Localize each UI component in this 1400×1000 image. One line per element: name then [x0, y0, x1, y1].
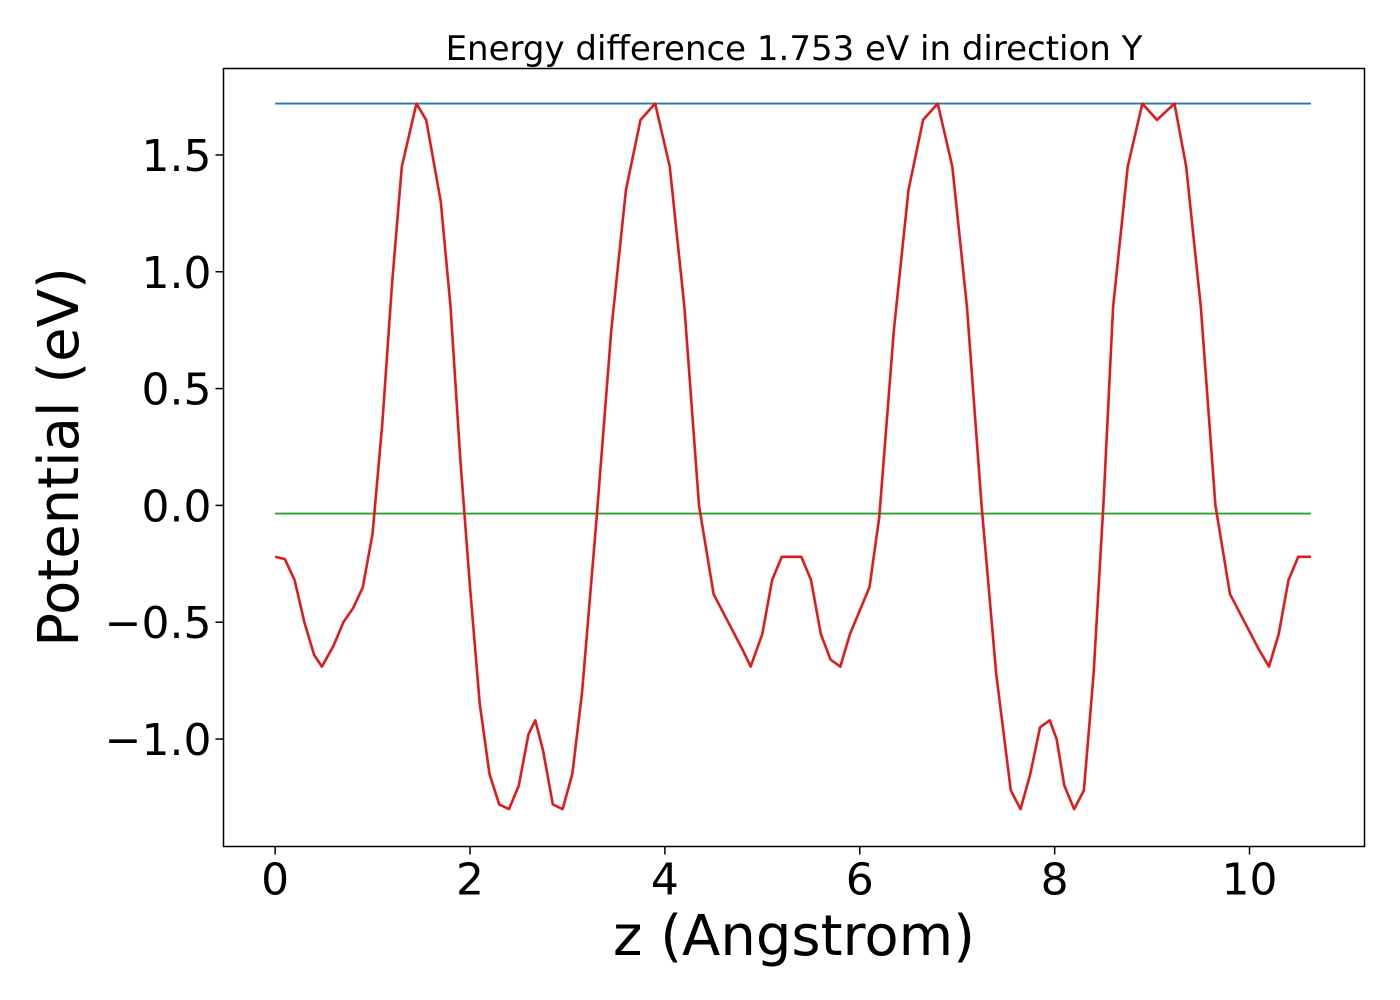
y-tick-label: 1.0	[142, 248, 212, 299]
x-tick-label: 6	[846, 855, 874, 906]
series-line-potential	[274, 102, 1311, 811]
chart-title: Energy difference 1.753 eV in direction …	[446, 29, 1143, 69]
axes-frame	[222, 67, 1366, 848]
x-tick-label: 2	[456, 855, 484, 906]
y-tick-label: −1.0	[105, 715, 212, 766]
y-tick-label: 0.0	[142, 481, 212, 532]
x-tick-label: 4	[651, 855, 679, 906]
x-tick-label: 0	[261, 855, 289, 906]
y-tick-label: −0.5	[105, 598, 212, 649]
y-axis-label: Potential (eV)	[27, 267, 92, 647]
x-tick-label: 8	[1041, 855, 1069, 906]
plot-area	[274, 102, 1311, 811]
x-axis-label: z (Angstrom)	[613, 904, 975, 969]
axis-ticks: 0 2 4 6 8 10 −1.0 −0.5 0.0 0.5 1.0 1.5	[105, 131, 1278, 906]
y-tick-label: 0.5	[142, 365, 212, 416]
x-tick-label: 10	[1222, 855, 1278, 906]
y-tick-label: 1.5	[142, 131, 212, 182]
